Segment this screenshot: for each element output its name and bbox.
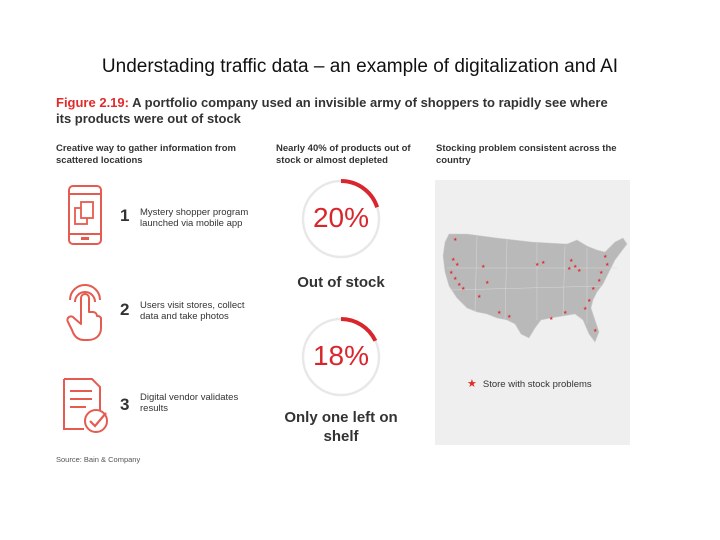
mobile-phone-icon <box>68 185 102 245</box>
tap-hand-icon <box>66 284 102 341</box>
star-icon: ★ <box>507 314 512 320</box>
star-icon: ★ <box>535 262 540 268</box>
ring-caption-out-of-stock: Out of stock <box>297 274 385 291</box>
figure-label: Figure 2.19: <box>56 95 129 110</box>
column-heading-gather: Creative way to gather information from … <box>56 143 237 166</box>
star-icon: ★ <box>449 270 454 276</box>
us-map-state-borders <box>447 235 617 324</box>
star-icon: ★ <box>591 286 596 292</box>
star-icon: ★ <box>453 276 458 282</box>
source-note: Source: Bain & Company <box>56 455 141 464</box>
step-number-1: 1 <box>120 206 130 225</box>
star-icon: ★ <box>567 266 572 272</box>
star-icon: ★ <box>453 237 458 243</box>
star-icon: ★ <box>583 306 588 312</box>
step-number-3: 3 <box>120 395 130 414</box>
figure-title: Figure 2.19: A portfolio company used an… <box>56 95 616 127</box>
step-number-2: 2 <box>120 300 130 319</box>
star-icon: ★ <box>593 328 598 334</box>
star-icon: ★ <box>603 254 608 260</box>
column-heading-stock: Nearly 40% of products out of stock or a… <box>276 143 411 166</box>
step-text-2: Users visit stores, collect data and tak… <box>140 300 245 322</box>
star-icon: ★ <box>587 298 592 304</box>
star-icon: ★ <box>605 262 610 268</box>
star-icon: ★ <box>477 294 482 300</box>
star-icon: ★ <box>549 316 554 322</box>
star-icon: ★ <box>573 264 578 270</box>
star-icon: ★ <box>541 260 546 266</box>
star-icon: ★ <box>461 286 466 292</box>
ring-caption-one-left: Only one left on shelf <box>284 409 398 445</box>
stock-problem-markers: ★★ ★★ ★★ ★★ ★★ ★★ ★ ★ ★★ ★★ ★★ ★★ ★★ ★★ ★… <box>449 237 610 334</box>
star-icon: ★ <box>451 257 456 263</box>
step-text-1: Mystery shopper program launched via mob… <box>140 207 249 229</box>
ring-value-out-of-stock: 20% <box>312 202 370 233</box>
star-icon: ★ <box>577 268 582 274</box>
ring-arc-out-of-stock <box>340 179 380 208</box>
us-map: ★★ ★★ ★★ ★★ ★★ ★★ ★ ★ ★★ ★★ ★★ ★★ ★★ ★★ ★… <box>442 233 628 343</box>
star-icon: ★ <box>467 378 477 390</box>
ring-arc-one-left <box>340 317 378 342</box>
ring-value-one-left: 18% <box>312 340 370 371</box>
map-legend: ★ Store with stock problems <box>467 377 592 390</box>
star-icon: ★ <box>497 310 502 316</box>
star-icon: ★ <box>481 264 486 270</box>
map-legend-label: Store with stock problems <box>482 379 592 390</box>
star-icon: ★ <box>563 310 568 316</box>
star-icon: ★ <box>455 262 460 268</box>
step-text-3: Digital vendor validates results <box>140 392 239 414</box>
star-icon: ★ <box>569 258 574 264</box>
column-heading-country: Stocking problem consistent across the c… <box>436 143 617 166</box>
checklist-document-icon <box>63 378 108 433</box>
ring-chart-out-of-stock <box>301 179 381 259</box>
star-icon: ★ <box>599 270 604 276</box>
figure-title-text: A portfolio company used an invisible ar… <box>56 95 608 126</box>
star-icon: ★ <box>457 282 462 288</box>
star-icon: ★ <box>597 278 602 284</box>
slide-title: Understading traffic data – an example o… <box>101 56 619 77</box>
star-icon: ★ <box>485 280 490 286</box>
ring-chart-one-left <box>301 317 381 397</box>
